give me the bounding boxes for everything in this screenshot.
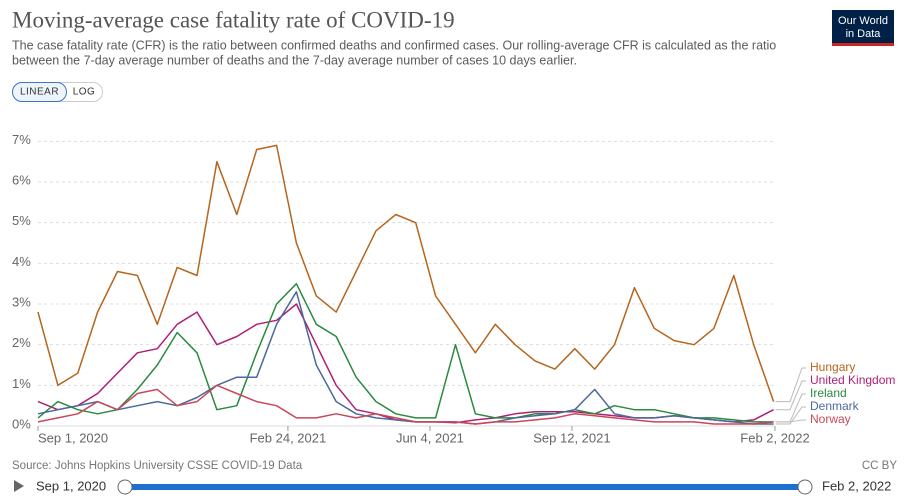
legend-connector xyxy=(775,406,806,425)
logo-text: in Data xyxy=(846,28,882,40)
x-tick-label: Feb 24, 2021 xyxy=(250,430,327,445)
source: Source: Johns Hopkins University CSSE CO… xyxy=(12,460,303,472)
timeline-handle[interactable] xyxy=(117,479,133,495)
chart-title: Moving-average case fatality rate of COV… xyxy=(12,7,455,32)
y-tick-label: 2% xyxy=(12,335,31,350)
y-tick-label: 0% xyxy=(12,416,31,431)
x-tick-label: Sep 1, 2020 xyxy=(38,430,108,445)
legend-connector xyxy=(775,419,806,423)
play-button[interactable] xyxy=(14,480,24,492)
legend-connector xyxy=(775,380,806,411)
subtitle: The case fatality rate (CFR) is the rati… xyxy=(12,38,776,52)
y-tick-label: 4% xyxy=(12,254,31,269)
logo-text: Our World xyxy=(838,15,888,27)
timeline-handle[interactable] xyxy=(797,479,813,495)
x-tick-label: Feb 2, 2022 xyxy=(740,430,809,445)
x-tick-label: Sep 12, 2021 xyxy=(533,430,610,445)
legend-connector xyxy=(775,367,806,403)
logo[interactable] xyxy=(832,10,894,46)
legend-label: United Kingdom xyxy=(810,373,895,387)
y-tick-label: 3% xyxy=(12,294,31,309)
logo-bar xyxy=(832,43,894,46)
timeline-end: Feb 2, 2022 xyxy=(822,478,891,493)
linear-label: LINEAR xyxy=(20,87,59,98)
x-tick-label: Jun 4, 2021 xyxy=(396,430,464,445)
y-tick-label: 7% xyxy=(12,132,31,147)
y-tick-label: 5% xyxy=(12,213,31,228)
series-line xyxy=(37,282,774,423)
legend-label: Hungary xyxy=(810,360,855,374)
legend-label: Norway xyxy=(810,412,851,426)
series-line xyxy=(37,303,774,424)
legend-label: Denmark xyxy=(810,399,860,413)
legend-label: Ireland xyxy=(810,386,847,400)
series-line xyxy=(37,144,775,402)
timeline-start: Sep 1, 2020 xyxy=(36,478,106,493)
y-tick-label: 1% xyxy=(12,376,31,391)
series-line xyxy=(37,384,774,425)
license: CC BY xyxy=(862,460,897,472)
series-line xyxy=(37,291,774,425)
y-tick-label: 6% xyxy=(12,172,31,187)
linear-button[interactable] xyxy=(12,82,67,102)
log-button[interactable]: LOG xyxy=(73,87,96,98)
subtitle: between the 7-day average number of deat… xyxy=(12,53,577,67)
